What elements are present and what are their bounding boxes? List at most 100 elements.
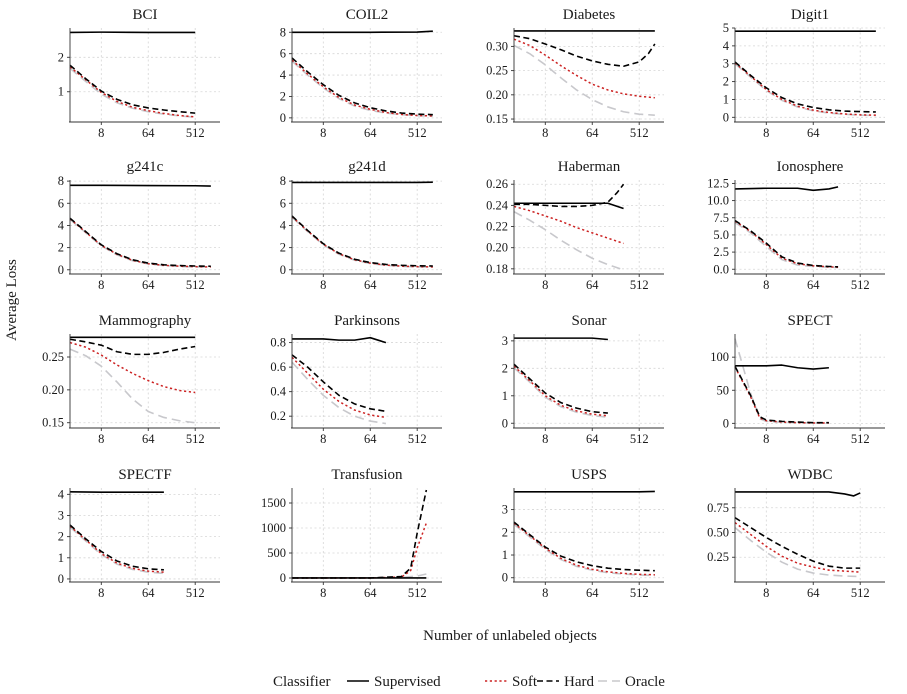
y-tick-label: 0	[280, 111, 286, 125]
y-tick-label: 2	[502, 361, 508, 375]
y-tick-label: 2	[723, 75, 729, 89]
panel: g241d 8 64 512 0 2 4 6 8	[280, 159, 442, 292]
y-tick-label: 5.0	[713, 228, 729, 242]
series-line-hard	[734, 219, 839, 268]
y-axis-title: Average Loss	[4, 259, 20, 341]
x-tick-label: 512	[186, 278, 205, 292]
y-tick-label: 1	[58, 551, 64, 565]
series-line-soft	[513, 365, 608, 417]
panel-title: Mammography	[99, 313, 192, 329]
series-line-hard	[291, 215, 433, 267]
series-line-supervised	[734, 186, 839, 192]
series-line-soft	[513, 522, 655, 576]
panel-title: Digit1	[791, 7, 829, 23]
series-line-soft	[69, 218, 211, 268]
x-tick-label: 8	[98, 432, 104, 446]
series-line-supervised	[514, 202, 624, 210]
series-line-oracle	[734, 221, 839, 269]
x-tick-label: 64	[586, 586, 599, 600]
panel: COIL2 8 64 512 0 2 4 6 8	[280, 7, 442, 140]
x-tick-label: 64	[142, 278, 155, 292]
panel: SPECTF 8 64 512 0 1 2 3 4	[58, 467, 220, 600]
x-tick-label: 512	[630, 432, 649, 446]
y-tick-label: 8	[280, 25, 286, 39]
series-line-supervised	[735, 364, 829, 370]
y-tick-label: 100	[710, 350, 729, 364]
series-line-oracle	[291, 60, 433, 118]
y-tick-label: 0.20	[486, 88, 508, 102]
x-tick-label: 8	[98, 126, 104, 140]
y-tick-label: 0.2	[270, 409, 286, 423]
series-line-soft	[734, 366, 829, 424]
y-tick-label: 0.4	[270, 385, 286, 399]
series-line-oracle	[291, 361, 387, 425]
y-tick-label: 4	[723, 39, 730, 53]
y-tick-label: 0.0	[713, 262, 729, 276]
series-line-oracle	[292, 573, 427, 579]
y-tick-label: 0.15	[42, 416, 64, 430]
y-tick-label: 0	[723, 416, 729, 430]
y-tick-label: 10.0	[707, 194, 729, 208]
legend-label-hard: Hard	[564, 674, 594, 690]
y-tick-label: 1000	[261, 521, 286, 535]
x-tick-label: 64	[807, 432, 820, 446]
legend-entries: Supervised Soft Hard Oracle	[347, 674, 665, 690]
series-line-supervised	[292, 336, 387, 344]
series-line-oracle	[69, 348, 196, 424]
x-tick-label: 64	[586, 432, 599, 446]
y-tick-label: 8	[58, 174, 64, 188]
legend: Classifier Supervised Soft Hard Oracle	[273, 674, 665, 690]
y-tick-label: 2	[58, 241, 64, 255]
series-line-soft	[734, 220, 839, 268]
x-tick-label: 8	[763, 278, 769, 292]
series-line-hard	[513, 363, 608, 414]
y-tick-label: 0.24	[486, 198, 509, 212]
x-tick-label: 64	[142, 432, 155, 446]
y-tick-label: 0.26	[486, 177, 508, 191]
y-tick-label: 6	[280, 47, 286, 61]
y-tick-label: 3	[502, 503, 508, 517]
x-tick-label: 64	[142, 126, 155, 140]
series-line-oracle	[734, 338, 829, 424]
y-tick-label: 50	[717, 383, 730, 397]
x-tick-label: 8	[542, 126, 548, 140]
series-line-hard	[514, 183, 625, 208]
y-tick-label: 0.6	[270, 360, 286, 374]
x-tick-label: 8	[763, 432, 769, 446]
y-tick-label: 3	[502, 334, 508, 348]
series-line-hard	[69, 524, 164, 571]
series-line-hard	[69, 64, 196, 114]
y-tick-label: 0.50	[707, 526, 729, 540]
y-tick-label: 6	[58, 196, 64, 210]
x-tick-label: 8	[320, 278, 326, 292]
x-tick-label: 512	[630, 278, 649, 292]
y-tick-label: 0	[502, 571, 508, 585]
series-line-supervised	[514, 337, 608, 341]
series-line-hard	[291, 354, 387, 413]
panel: USPS 8 64 512 0 1 2 3	[502, 467, 664, 600]
series-line-soft	[69, 525, 164, 573]
y-tick-label: 8	[280, 174, 286, 188]
y-tick-label: 1	[58, 85, 64, 99]
legend-label-oracle: Oracle	[625, 674, 665, 690]
y-tick-label: 0.30	[486, 39, 508, 53]
x-axis-title: Number of unlabeled objects	[423, 628, 597, 644]
series-line-hard	[734, 366, 829, 424]
y-tick-label: 0.20	[42, 383, 64, 397]
series-line-oracle	[69, 526, 164, 575]
x-tick-label: 8	[542, 586, 548, 600]
y-tick-label: 3	[58, 508, 64, 522]
x-tick-label: 8	[763, 126, 769, 140]
y-tick-label: 0.8	[270, 336, 286, 350]
y-tick-label: 2	[58, 530, 64, 544]
panel-title: WDBC	[788, 467, 833, 483]
series-line-oracle	[734, 63, 876, 117]
y-tick-label: 0	[280, 263, 286, 277]
series-line-oracle	[291, 216, 433, 268]
x-tick-label: 512	[186, 586, 205, 600]
y-tick-label: 0.15	[486, 112, 508, 126]
x-tick-label: 64	[364, 432, 377, 446]
series-line-supervised	[292, 30, 433, 34]
y-tick-label: 7.5	[713, 211, 729, 225]
